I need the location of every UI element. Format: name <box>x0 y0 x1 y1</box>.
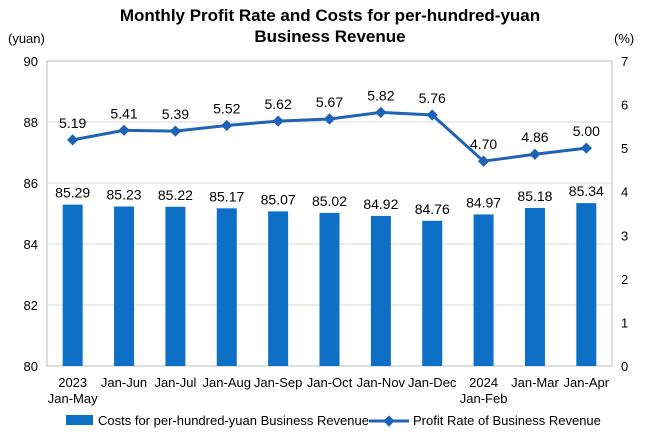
left-axis-tick-label: 90 <box>24 54 38 69</box>
profit-rate-label: 4.86 <box>521 129 548 145</box>
cost-bar <box>165 206 186 366</box>
cost-bar-label: 85.23 <box>107 186 142 202</box>
legend-line-label: Profit Rate of Business Revenue <box>413 413 601 428</box>
cost-bar <box>62 204 83 366</box>
cost-bar-label: 85.02 <box>312 193 347 209</box>
x-axis-tick-label: Jan-Nov <box>357 375 406 390</box>
right-axis-tick-label: 5 <box>621 141 628 156</box>
profit-rate-marker <box>323 113 336 125</box>
right-axis-tick-label: 0 <box>621 359 628 374</box>
cost-bar-label: 85.17 <box>209 188 244 204</box>
cost-bar-label: 85.07 <box>261 191 296 207</box>
cost-bar <box>114 206 135 366</box>
cost-bar-label: 85.34 <box>569 183 604 199</box>
cost-bar <box>422 220 443 366</box>
profit-rate-label: 5.52 <box>213 100 240 116</box>
profit-rate-marker <box>272 115 284 127</box>
left-axis-unit: (yuan) <box>8 31 45 46</box>
x-axis-tick-label: Jan-Jun <box>101 375 147 390</box>
legend-bar-label: Costs for per-hundred-yuan Business Reve… <box>98 413 369 428</box>
x-axis-tick-label: Jan-Feb <box>460 391 508 406</box>
cost-bar-label: 84.76 <box>415 201 450 217</box>
profit-rate-marker <box>580 142 592 154</box>
profit-rate-marker <box>375 106 387 119</box>
cost-bar <box>319 212 340 366</box>
x-axis-tick-label: Jan-May <box>48 391 98 406</box>
right-axis-tick-label: 1 <box>621 315 628 330</box>
cost-bar <box>576 203 597 366</box>
legend-line-marker <box>383 415 395 427</box>
right-axis-tick-label: 2 <box>621 272 628 287</box>
profit-rate-marker <box>118 124 130 136</box>
cost-bar-label: 85.29 <box>55 185 90 201</box>
profit-rate-label: 5.76 <box>419 90 446 106</box>
cost-bar-label: 85.22 <box>158 187 193 203</box>
left-axis-tick-label: 82 <box>24 298 38 313</box>
right-axis-tick-label: 7 <box>621 54 628 69</box>
left-axis-tick-label: 84 <box>24 237 38 252</box>
x-axis-tick-label: Jan-Mar <box>511 375 559 390</box>
profit-rate-label: 5.62 <box>265 96 292 112</box>
profit-rate-marker <box>169 125 182 137</box>
cost-bar-label: 85.18 <box>517 188 552 204</box>
left-axis-tick-label: 80 <box>24 359 38 374</box>
x-axis-tick-label: 2024 <box>469 375 498 390</box>
profit-rate-label: 4.70 <box>470 136 497 152</box>
profit-rate-label: 5.39 <box>162 106 189 122</box>
x-axis-tick-label: Jan-Oct <box>307 375 353 390</box>
profit-rate-marker <box>477 155 490 167</box>
cost-bar <box>216 208 237 366</box>
profit-rate-label: 5.82 <box>367 87 394 103</box>
right-axis-tick-label: 6 <box>621 98 628 113</box>
x-axis-tick-label: Jan-Dec <box>408 375 457 390</box>
profit-rate-label: 5.67 <box>316 94 343 110</box>
cost-bar <box>473 214 494 366</box>
right-axis-tick-label: 4 <box>621 185 628 200</box>
x-axis-tick-label: Jan-Sep <box>254 375 302 390</box>
x-axis-tick-label: Jan-Apr <box>564 375 610 390</box>
x-axis-tick-label: 2023 <box>58 375 87 390</box>
cost-bar <box>370 215 391 366</box>
chart-title-line-2: Business Revenue <box>254 27 406 46</box>
legend-bar-swatch <box>66 415 93 425</box>
cost-bar <box>524 208 545 366</box>
chart-title-line-1: Monthly Profit Rate and Costs for per-hu… <box>119 6 541 25</box>
left-axis-tick-label: 88 <box>24 115 38 130</box>
profit-rate-marker <box>529 148 541 160</box>
cost-bar-label: 84.92 <box>363 196 398 212</box>
cost-bar <box>268 211 289 366</box>
profit-rate-label: 5.41 <box>110 105 137 121</box>
cost-bar-label: 84.97 <box>466 194 501 210</box>
profit-rate-label: 5.19 <box>59 115 86 131</box>
right-axis-tick-label: 3 <box>621 228 628 243</box>
x-axis-tick-label: Jan-Jul <box>154 375 196 390</box>
right-axis-unit: (%) <box>614 31 634 46</box>
left-axis-tick-label: 86 <box>24 176 38 191</box>
x-axis-tick-label: Jan-Aug <box>203 375 251 390</box>
profit-rate-label: 5.00 <box>573 123 600 139</box>
profit-rate-marker <box>67 134 79 146</box>
